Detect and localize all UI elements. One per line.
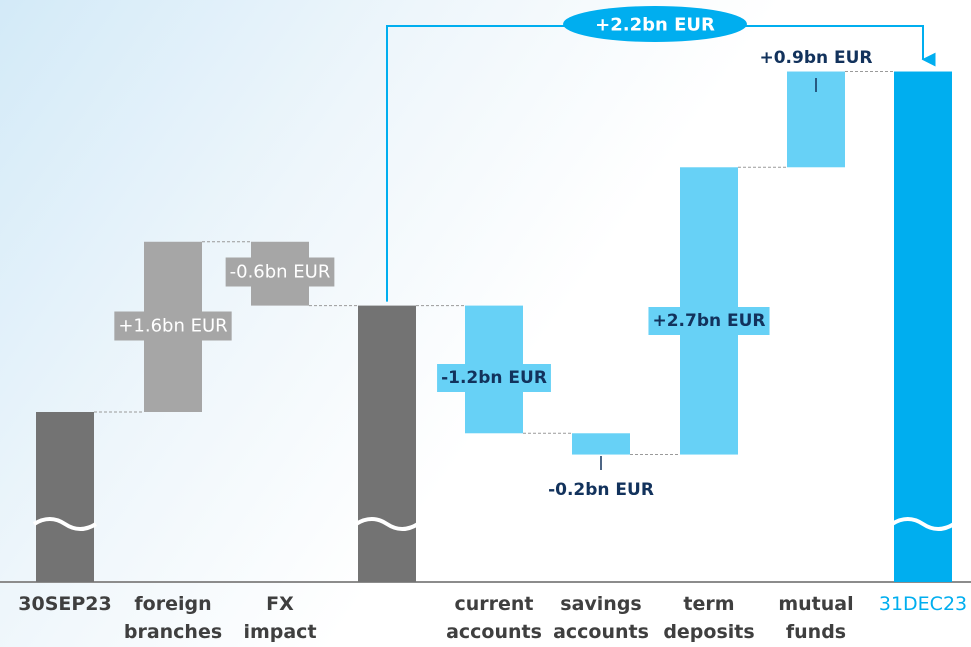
- x-tick-label: 31DEC23: [879, 593, 967, 615]
- x-tick-label: term: [683, 593, 734, 615]
- data-label-current-accounts: -1.2bn EUR: [441, 368, 547, 388]
- x-tick-label: FX: [266, 593, 294, 615]
- axis-break-mark: [354, 517, 420, 531]
- data-label-fx-impact: -0.6bn EUR: [230, 262, 331, 283]
- x-tick-label: deposits: [663, 621, 754, 643]
- data-label-term-deposits-box: [648, 307, 770, 335]
- x-tick-label: branches: [124, 621, 222, 643]
- data-label-foreign-branches: +1.6bn EUR: [118, 316, 227, 337]
- data-label-term-deposits: +2.7bn EUR: [652, 311, 765, 331]
- data-label-fx-impact-box: [225, 257, 335, 287]
- data-label-current-accounts-box: [437, 364, 551, 392]
- data-label-foreign-branches-box: [114, 311, 232, 341]
- data-label-mutual-funds: +0.9bn EUR: [759, 48, 872, 68]
- bar-3: [358, 305, 416, 582]
- overall-change-label: +2.2bn EUR: [595, 15, 715, 36]
- x-tick-label: funds: [786, 621, 846, 643]
- bar-5: [572, 433, 630, 455]
- x-tick-label: 30SEP23: [18, 593, 111, 615]
- x-tick-label: current: [454, 593, 533, 615]
- x-tick-label: accounts: [553, 621, 649, 643]
- x-tick-label: foreign: [134, 593, 211, 615]
- axis-break-mark: [890, 517, 956, 531]
- x-tick-label: mutual: [778, 593, 853, 615]
- bar-0: [36, 412, 94, 582]
- bar-8: [894, 71, 952, 583]
- x-tick-label: savings: [560, 593, 641, 615]
- x-tick-label: accounts: [446, 621, 542, 643]
- x-tick-label: impact: [243, 621, 316, 643]
- data-label-savings-accounts: -0.2bn EUR: [548, 480, 654, 500]
- axis-break-mark: [32, 517, 98, 531]
- overall-change-bubble: [563, 6, 747, 42]
